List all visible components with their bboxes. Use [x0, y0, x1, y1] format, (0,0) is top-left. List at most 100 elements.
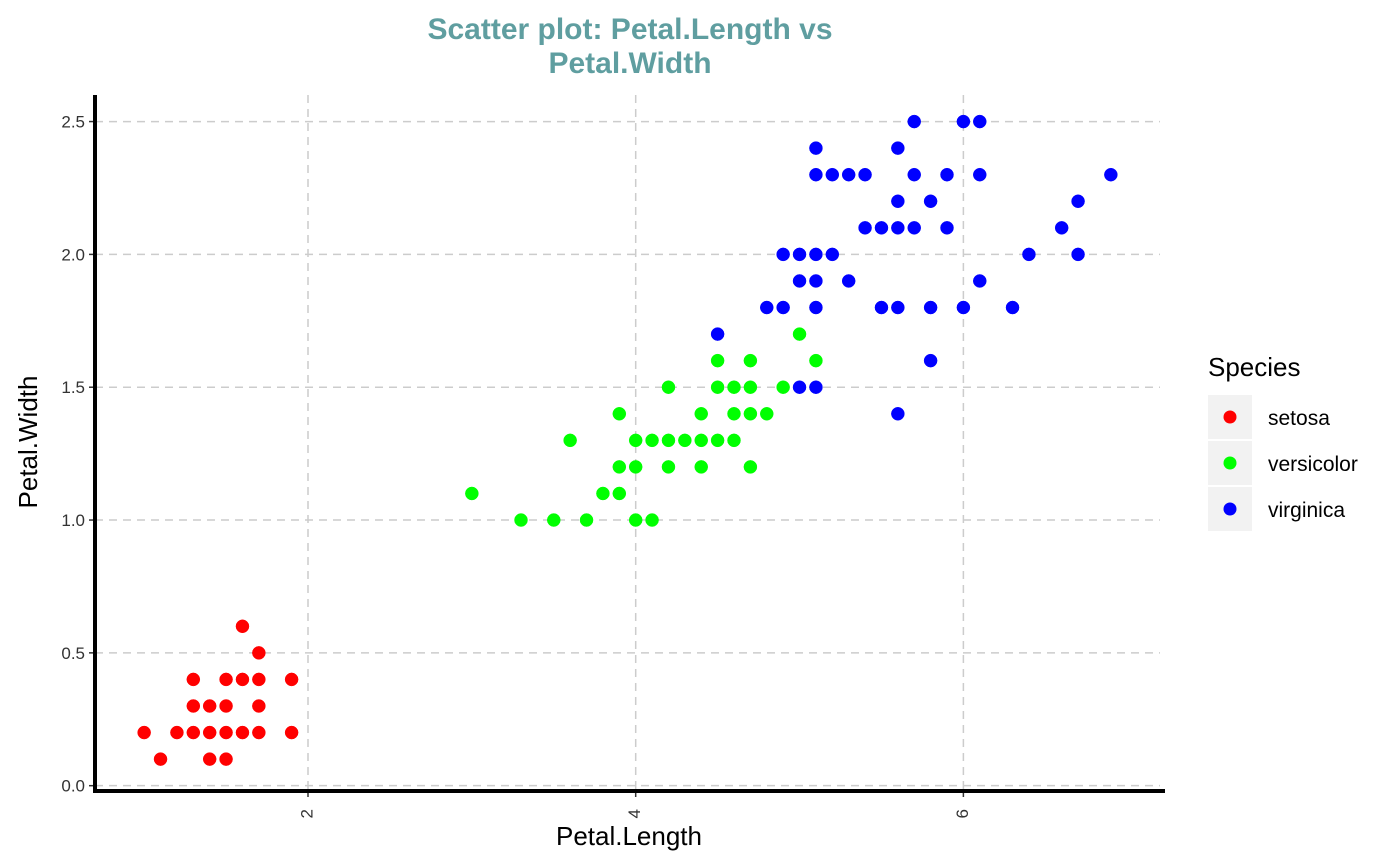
data-point-versicolor: [792, 327, 807, 341]
data-point-versicolor: [661, 380, 676, 394]
data-point-setosa: [235, 672, 250, 687]
data-point-virginica: [891, 407, 905, 421]
legend-label-virginica: virginica: [1268, 499, 1345, 522]
data-point-virginica: [973, 167, 987, 182]
data-point-setosa: [153, 752, 168, 766]
legend-item-setosa: setosa: [1208, 395, 1330, 439]
data-point-virginica: [776, 247, 790, 262]
data-point-versicolor: [612, 486, 627, 501]
data-point-setosa: [252, 699, 266, 713]
data-point-virginica: [907, 221, 921, 235]
data-point-versicolor: [628, 513, 643, 527]
data-point-setosa: [170, 725, 184, 740]
y-tick-label: 0.5: [61, 644, 85, 663]
data-point-setosa: [235, 619, 250, 634]
data-point-setosa: [219, 725, 233, 740]
x-tick-label: 4: [625, 809, 644, 818]
data-point-versicolor: [678, 433, 692, 448]
data-point-virginica: [874, 300, 889, 315]
data-point-virginica: [907, 167, 921, 182]
data-point-virginica: [940, 221, 954, 235]
chart-title-line-2: Petal.Width: [548, 47, 711, 80]
data-point-versicolor: [694, 407, 708, 421]
data-point-versicolor: [776, 380, 790, 394]
data-point-versicolor: [645, 513, 659, 527]
data-points: [137, 114, 1118, 766]
legend-title: Species: [1208, 352, 1301, 382]
data-point-virginica: [973, 114, 987, 129]
data-point-setosa: [235, 725, 250, 740]
y-tick-label: 2.5: [61, 113, 85, 132]
data-point-virginica: [1005, 300, 1020, 315]
data-point-setosa: [252, 646, 266, 660]
data-point-virginica: [809, 141, 823, 155]
data-point-setosa: [219, 672, 233, 687]
data-point-setosa: [186, 725, 201, 740]
data-point-versicolor: [710, 433, 725, 448]
data-point-versicolor: [661, 433, 676, 448]
data-point-virginica: [891, 194, 905, 209]
data-point-versicolor: [743, 460, 758, 474]
data-point-virginica: [923, 300, 938, 315]
data-point-virginica: [809, 380, 823, 394]
data-point-virginica: [809, 274, 823, 288]
x-axis-title: Petal.Length: [556, 821, 702, 851]
y-tick-label: 0.0: [61, 777, 85, 796]
data-point-setosa: [252, 725, 266, 740]
data-point-virginica: [792, 274, 807, 288]
data-point-versicolor: [743, 353, 758, 368]
data-point-versicolor: [547, 513, 561, 527]
data-point-setosa: [202, 699, 217, 713]
data-point-versicolor: [596, 486, 610, 501]
data-point-virginica: [858, 221, 872, 235]
data-point-virginica: [923, 353, 938, 368]
data-point-versicolor: [628, 460, 643, 474]
data-point-versicolor: [710, 353, 725, 368]
legend-label-setosa: setosa: [1268, 407, 1330, 430]
data-point-versicolor: [579, 513, 594, 527]
data-point-versicolor: [694, 433, 708, 448]
data-point-virginica: [825, 247, 840, 262]
data-point-virginica: [956, 114, 971, 129]
x-tick-label: 2: [297, 809, 316, 818]
data-point-versicolor: [612, 407, 627, 421]
data-point-virginica: [891, 300, 905, 315]
data-point-virginica: [1071, 247, 1085, 262]
y-tick-label: 1.5: [61, 378, 85, 397]
data-point-versicolor: [760, 407, 774, 421]
data-point-versicolor: [563, 433, 577, 448]
data-point-virginica: [792, 247, 807, 262]
data-point-virginica: [809, 247, 823, 262]
data-point-virginica: [792, 380, 807, 394]
data-point-virginica: [891, 221, 905, 235]
data-point-setosa: [186, 699, 201, 713]
data-point-virginica: [973, 274, 987, 288]
data-point-versicolor: [743, 380, 758, 394]
data-point-virginica: [874, 221, 889, 235]
data-point-versicolor: [465, 486, 479, 501]
chart-title-line-1: Scatter plot: Petal.Length vs: [427, 13, 832, 46]
data-point-virginica: [809, 300, 823, 315]
data-point-virginica: [809, 167, 823, 182]
data-point-virginica: [1104, 167, 1118, 182]
data-point-versicolor: [743, 407, 758, 421]
data-point-virginica: [1071, 194, 1085, 209]
data-point-setosa: [137, 725, 151, 740]
legend-key-versicolor: [1223, 456, 1237, 470]
legend-item-virginica: virginica: [1208, 487, 1345, 531]
y-tick-label: 2.0: [61, 245, 85, 264]
data-point-setosa: [219, 699, 233, 713]
data-point-virginica: [825, 167, 840, 182]
data-point-versicolor: [694, 460, 708, 474]
data-point-setosa: [219, 752, 233, 766]
data-point-virginica: [841, 167, 856, 182]
data-point-virginica: [1022, 247, 1036, 262]
legend-item-versicolor: versicolor: [1208, 441, 1358, 485]
data-point-virginica: [1054, 221, 1069, 235]
data-point-virginica: [841, 274, 856, 288]
data-point-setosa: [252, 672, 266, 687]
data-point-setosa: [202, 752, 217, 766]
data-point-setosa: [186, 672, 201, 687]
data-point-setosa: [202, 725, 217, 740]
